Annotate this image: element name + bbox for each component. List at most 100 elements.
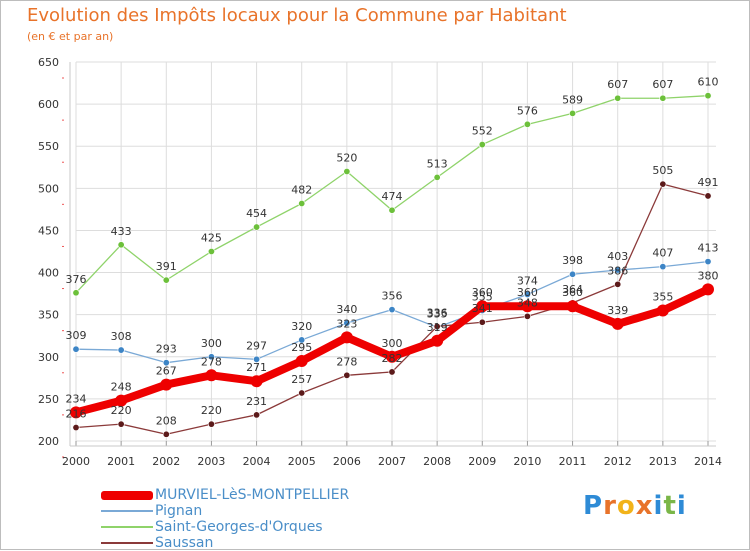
x-tick-label: 2005 <box>288 455 316 468</box>
data-label: 295 <box>291 341 312 354</box>
y-tick-label: 250 <box>38 393 59 406</box>
data-point <box>72 424 80 432</box>
data-label: 576 <box>517 104 538 117</box>
x-tick-label: 2007 <box>378 455 406 468</box>
x-tick-label: 2000 <box>62 455 90 468</box>
data-label: 607 <box>652 78 673 91</box>
data-point <box>566 300 579 313</box>
data-point <box>72 289 80 297</box>
data-label: 482 <box>291 183 312 196</box>
legend-label: Saussan <box>155 535 214 551</box>
data-label: 341 <box>472 302 493 315</box>
data-point <box>250 375 263 388</box>
data-label: 282 <box>382 352 403 365</box>
data-label: 309 <box>66 329 87 342</box>
x-tick-label: 2009 <box>468 455 496 468</box>
data-label: 610 <box>698 76 719 89</box>
data-label: 356 <box>382 290 403 303</box>
data-label: 376 <box>66 273 87 286</box>
data-label: 360 <box>562 286 583 299</box>
data-label: 278 <box>336 355 357 368</box>
data-label: 271 <box>246 361 267 374</box>
data-label: 607 <box>607 78 628 91</box>
data-point <box>569 270 577 278</box>
data-point <box>659 94 667 102</box>
legend-item: MURVIEL-LèS-MONTPELLIER <box>101 487 349 503</box>
data-point <box>343 371 351 379</box>
data-point <box>295 354 308 367</box>
legend-swatch <box>101 510 153 512</box>
data-label: 491 <box>698 176 719 189</box>
axes: 200 250 300 350 400 450 500 550 600 650 2000 2001 20… <box>38 56 722 468</box>
data-point <box>659 263 667 271</box>
data-point <box>117 241 125 249</box>
data-point <box>476 300 489 313</box>
data-label: 208 <box>156 414 177 427</box>
data-point <box>70 406 82 419</box>
data-label: 433 <box>111 225 132 238</box>
data-label: 336 <box>427 306 448 319</box>
legend-swatch <box>101 526 153 528</box>
data-label: 589 <box>562 93 583 106</box>
data-point <box>569 109 577 117</box>
data-label: 360 <box>517 286 538 299</box>
data-point <box>253 411 261 419</box>
data-point <box>340 331 353 344</box>
data-point <box>478 318 486 326</box>
data-label: 308 <box>111 330 132 343</box>
legend-label: MURVIEL-LèS-MONTPELLIER <box>155 487 350 503</box>
x-tick-label: 2011 <box>559 455 587 468</box>
data-point <box>433 173 441 181</box>
data-label: 364 <box>562 283 583 296</box>
y-tick-label: 400 <box>38 267 59 280</box>
x-tick-label: 2014 <box>694 455 722 468</box>
data-label: 552 <box>472 125 493 138</box>
x-tick-label: 2001 <box>107 455 135 468</box>
y-tick-label: 550 <box>38 140 59 153</box>
legend-item: Saussan <box>101 535 349 551</box>
data-point <box>343 167 351 175</box>
data-point <box>72 345 80 353</box>
data-point <box>207 353 215 361</box>
data-point <box>207 420 215 428</box>
data-label: 348 <box>517 296 538 309</box>
data-label: 320 <box>291 320 312 333</box>
data-label: 340 <box>336 303 357 316</box>
data-point <box>611 317 624 330</box>
data-point <box>614 266 622 274</box>
data-point <box>298 336 306 344</box>
data-point <box>388 368 396 376</box>
legend-swatch <box>101 490 153 500</box>
data-point <box>478 141 486 149</box>
data-point <box>162 276 170 284</box>
data-label: 380 <box>698 269 719 282</box>
y-tick-label: 200 <box>38 435 59 448</box>
data-label: 360 <box>472 286 493 299</box>
x-tick-label: 2003 <box>197 455 225 468</box>
data-point <box>704 92 712 100</box>
data-point <box>702 283 714 296</box>
data-point <box>115 394 128 407</box>
data-point <box>386 350 398 363</box>
legend-label: Saint-Georges-d'Orques <box>155 519 323 535</box>
data-point <box>704 192 712 200</box>
data-point <box>521 300 534 313</box>
data-label: 355 <box>652 290 673 303</box>
data-point <box>117 420 125 428</box>
gridlines <box>75 61 716 442</box>
data-point <box>253 355 261 363</box>
legend-item: Pignan <box>101 503 349 519</box>
data-point <box>614 94 622 102</box>
data-point <box>160 378 173 391</box>
data-point <box>298 389 306 397</box>
data-labels: 234 248 267 278 271 295 323 300 319 360 360 360 339 3… <box>66 76 719 428</box>
legend-label: Pignan <box>155 503 203 519</box>
data-point <box>343 319 351 327</box>
data-label: 413 <box>698 242 719 255</box>
data-label: 454 <box>246 207 267 220</box>
data-label: 300 <box>201 337 222 350</box>
chart-title: Evolution des Impôts locaux pour la Comm… <box>27 5 567 26</box>
data-label: 248 <box>111 381 132 394</box>
data-label: 323 <box>336 317 357 330</box>
